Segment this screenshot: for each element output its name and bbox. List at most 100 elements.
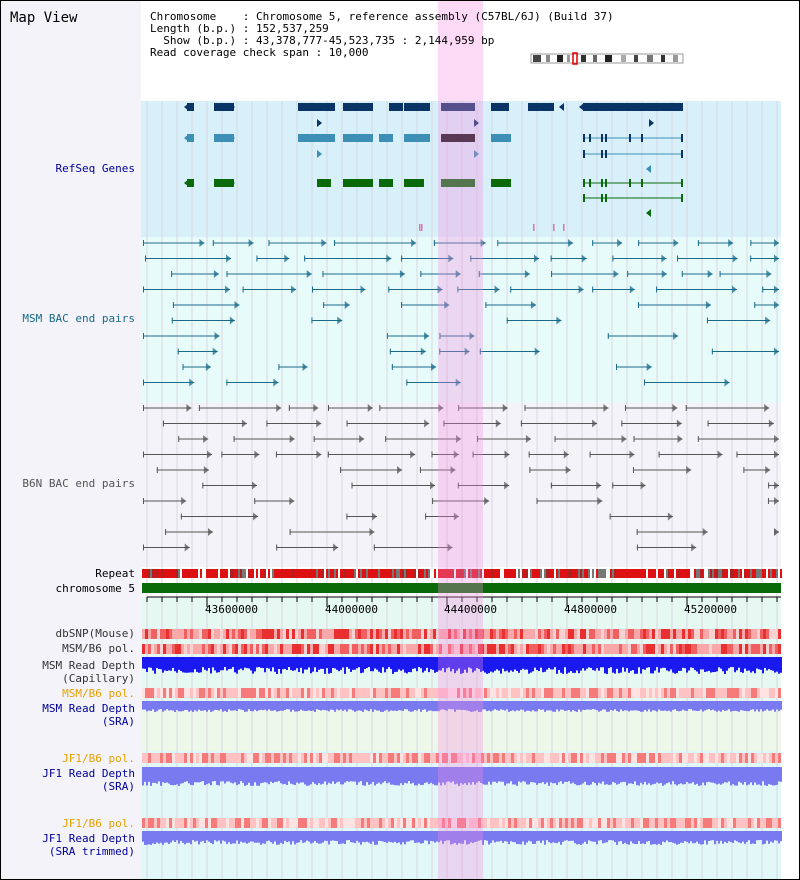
gene-exon <box>491 103 509 111</box>
read-depth-bar <box>620 767 622 783</box>
read-depth-bar <box>478 767 480 782</box>
chromosome-label[interactable]: chromosome 5 <box>56 582 135 595</box>
polymorphism-cell <box>769 818 772 828</box>
polymorphism-cell <box>394 688 397 698</box>
read-depth-bar <box>152 701 154 710</box>
polymorphism-cell <box>193 753 196 763</box>
polymorphism-cell <box>307 629 310 639</box>
repeat-segment <box>742 569 744 578</box>
msm-bac-label[interactable]: MSM BAC end pairs <box>22 312 135 325</box>
repeat-segment <box>312 569 314 578</box>
read-depth-bar <box>342 831 344 844</box>
repeat-segment <box>366 569 368 578</box>
read-depth-bar <box>144 767 146 782</box>
b6n-bac-label[interactable]: B6N BAC end pairs <box>22 477 135 490</box>
read-depth-bar <box>742 701 744 711</box>
polymorphism-cell <box>715 818 718 828</box>
jf1-depth-sra-label[interactable]: JF1 Read Depth (SRA) <box>42 767 135 793</box>
polymorphism-cell <box>448 688 451 698</box>
polymorphism-cell <box>721 753 724 763</box>
gene-marker <box>553 224 555 231</box>
msm-b6-pol-label[interactable]: MSM/B6 pol. <box>62 642 135 655</box>
read-depth-bar <box>418 767 420 784</box>
polymorphism-cell <box>676 818 679 828</box>
polymorphism-cell <box>484 644 487 654</box>
read-depth-bar <box>768 701 770 711</box>
msm-b6-pol2-label[interactable]: MSM/B6 pol. <box>62 687 135 700</box>
read-depth-bar <box>712 657 714 673</box>
jf1-b6-pol2-label[interactable]: JF1/B6 pol. <box>62 817 135 830</box>
polymorphism-cell <box>721 688 724 698</box>
selected-region-highlight[interactable] <box>438 1 483 879</box>
read-depth-bar <box>568 767 570 782</box>
polymorphism-cell <box>166 629 169 639</box>
gene-exon <box>404 179 424 187</box>
read-depth-bar <box>428 657 430 673</box>
b6n-bac-end <box>275 451 277 458</box>
polymorphism-cell <box>355 688 358 698</box>
read-depth-bar <box>464 831 466 841</box>
polymorphism-cell <box>745 688 748 698</box>
msm-bac-end-arrow <box>774 239 779 247</box>
repeat-segment <box>522 569 524 578</box>
repeat-segment <box>180 569 182 578</box>
repeat-label[interactable]: Repeat <box>95 567 135 580</box>
read-depth-bar <box>700 701 702 710</box>
read-depth-bar <box>592 657 594 671</box>
msm-bac-end-arrow <box>774 285 779 294</box>
refseq-label[interactable]: RefSeq Genes <box>56 162 135 175</box>
read-depth-bar <box>336 701 338 710</box>
polymorphism-cell <box>244 629 247 639</box>
polymorphism-cell <box>541 688 544 698</box>
polymorphism-cell <box>424 688 427 698</box>
read-depth-bar <box>544 831 546 845</box>
read-depth-bar <box>258 831 260 843</box>
read-depth-bar <box>310 657 312 674</box>
msm-depth-capillary-label[interactable]: MSM Read Depth (Capillary) <box>42 659 135 685</box>
read-depth-bar <box>358 657 360 668</box>
read-depth-bar <box>260 657 262 668</box>
b6n-bac-end <box>198 405 200 411</box>
read-depth-bar <box>378 657 380 672</box>
polymorphism-cell <box>460 753 463 763</box>
polymorphism-cell <box>514 629 517 639</box>
read-depth-bar <box>708 831 710 842</box>
msm-bac-end <box>391 364 393 370</box>
polymorphism-cell <box>148 688 151 698</box>
polymorphism-cell <box>184 753 187 763</box>
polymorphism-cell <box>586 644 589 654</box>
read-depth-bar <box>742 657 744 673</box>
read-depth-bar <box>632 831 634 844</box>
read-depth-bar <box>494 701 496 710</box>
msm-bac-end <box>551 271 553 277</box>
polymorphism-cell <box>658 644 661 654</box>
polymorphism-cell <box>727 688 730 698</box>
polymorphism-cell <box>691 818 694 828</box>
polymorphism-cell <box>448 818 451 828</box>
read-depth-bar <box>716 767 718 785</box>
read-depth-bar <box>710 767 712 783</box>
polymorphism-cell <box>322 688 325 698</box>
polymorphism-cell <box>691 753 694 763</box>
polymorphism-cell <box>511 644 514 654</box>
read-depth-bar <box>456 767 458 784</box>
read-depth-bar <box>392 767 394 785</box>
read-depth-bar <box>498 767 500 782</box>
read-depth-bar <box>248 657 250 669</box>
read-depth-bar <box>338 831 340 845</box>
jf1-b6-pol-label[interactable]: JF1/B6 pol. <box>62 752 135 765</box>
read-depth-bar <box>420 701 422 712</box>
polymorphism-cell <box>421 818 424 828</box>
read-depth-bar <box>158 657 160 670</box>
dbsnp-label[interactable]: dbSNP(Mouse) <box>56 627 135 640</box>
msm-depth-sra-label[interactable]: MSM Read Depth (SRA) <box>42 702 135 728</box>
repeat-segment <box>168 569 170 578</box>
repeat-segment <box>384 569 386 578</box>
jf1-depth-trim-label[interactable]: JF1 Read Depth (SRA trimmed) <box>42 832 135 858</box>
read-depth-bar <box>414 831 416 843</box>
polymorphism-cell <box>469 753 472 763</box>
read-depth-bar <box>614 701 616 710</box>
polymorphism-cell <box>559 644 562 654</box>
polymorphism-cell <box>517 688 520 698</box>
read-depth-bar <box>144 657 146 669</box>
